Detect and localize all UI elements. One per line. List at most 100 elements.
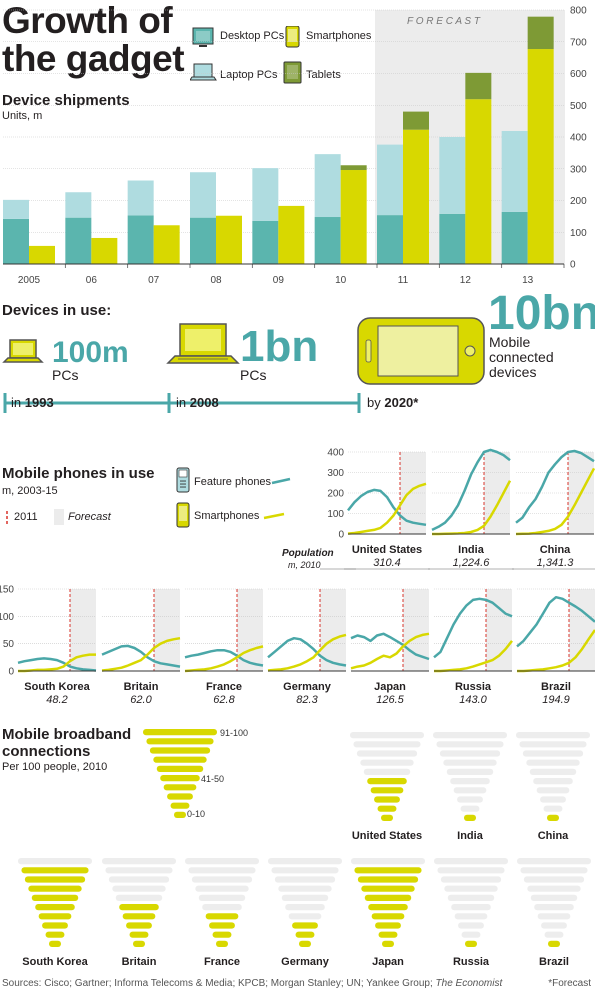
- page-title: Growth of the gadget: [2, 2, 185, 78]
- year-2020: 2020*: [384, 395, 419, 410]
- population-value: 126.5: [376, 694, 404, 706]
- broadband-band: [216, 940, 228, 947]
- broadband-band: [453, 787, 487, 794]
- broadband-band: [174, 811, 186, 818]
- shipments-chart: F O R E C A S T 0 100 200 300 400 500 600 700 800…: [3, 6, 587, 286]
- country-label: Japan: [372, 956, 404, 968]
- broadband-band: [191, 876, 253, 883]
- smart-line: [350, 632, 430, 670]
- broadband-band: [129, 931, 149, 938]
- broadband-germany: Germany: [268, 858, 342, 968]
- broadband-band: [202, 904, 242, 911]
- broadband-band: [299, 940, 311, 947]
- mobile-phones-legend: [6, 467, 291, 528]
- broadband-band: [370, 787, 404, 794]
- broadband-band: [160, 775, 200, 782]
- broadband-band: [454, 913, 488, 920]
- country-label: France: [204, 956, 240, 968]
- forecast-note: *Forecast: [548, 978, 591, 989]
- y-tick-label: 300: [570, 164, 587, 175]
- broadband-title-line-1: Mobile broadband: [2, 726, 132, 743]
- bar-desktop: [377, 215, 403, 264]
- bar-desktop: [3, 218, 29, 264]
- country-label: South Korea: [24, 681, 90, 693]
- laptop-large-icon: [166, 323, 240, 364]
- broadband-band: [126, 922, 152, 929]
- broadband-band: [433, 732, 507, 739]
- broadband-band: [45, 931, 65, 938]
- smart-line: [347, 482, 427, 535]
- broadband-band: [548, 940, 560, 947]
- bar-desktop: [65, 217, 92, 264]
- mobile-2020-number: 10bn: [488, 287, 595, 340]
- sources-text: Sources: Cisco; Gartner; Informa Telecom…: [2, 978, 433, 989]
- broadband-band: [364, 894, 412, 901]
- broadband-band: [24, 876, 86, 883]
- broadband-band: [381, 814, 393, 821]
- forecast-label: F O R E C A S T: [407, 16, 481, 27]
- broadband-band: [167, 793, 193, 800]
- broadband-band: [360, 759, 414, 766]
- legend-laptop-label: Laptop PCs: [220, 69, 278, 81]
- population-value: 310.4: [373, 557, 401, 569]
- country-label: United States: [352, 830, 422, 842]
- broadband-band: [458, 922, 484, 929]
- broadband-band: [465, 940, 477, 947]
- smartphones-label: Smartphones: [194, 510, 260, 522]
- year-2008: 2008: [189, 395, 219, 410]
- broadband-band: [523, 876, 585, 883]
- feature-phones-label: Feature phones: [194, 476, 272, 488]
- country-label: Britain: [122, 956, 157, 968]
- smart-line: [184, 645, 264, 673]
- broadband-band: [382, 940, 394, 947]
- bar-laptop: [127, 180, 154, 216]
- broadband-band: [268, 858, 342, 865]
- smart-line: [267, 633, 347, 672]
- y-tick-label: 300: [327, 468, 344, 479]
- x-tick-label: 13: [522, 275, 534, 286]
- broadband-band: [527, 885, 581, 892]
- pcs-2008-number: 1bn: [240, 322, 319, 371]
- broadband-band: [274, 876, 336, 883]
- pcs-2008-unit: PCs: [240, 367, 267, 383]
- broadband-china: China: [516, 732, 590, 842]
- broadband-band: [119, 904, 159, 911]
- smart-swatch: [263, 512, 285, 520]
- broadband-band: [354, 867, 422, 874]
- bar-laptop: [439, 137, 466, 214]
- broadband-band: [205, 913, 239, 920]
- country-label: South Korea: [22, 956, 88, 968]
- broadband-south-korea: South Korea: [18, 858, 92, 968]
- country-label: India: [458, 544, 485, 556]
- bar-desktop: [439, 213, 466, 264]
- bar-tablet: [340, 165, 367, 171]
- broadband-band: [143, 729, 217, 736]
- phone-large-icon: [357, 317, 485, 385]
- broadband-band: [451, 904, 491, 911]
- bar-smartphone: [340, 170, 367, 264]
- y-tick-label: 150: [0, 585, 14, 596]
- broadband-band: [42, 922, 68, 929]
- feature-line: [17, 657, 97, 672]
- country-label: Japan: [374, 681, 406, 693]
- bar-desktop: [190, 217, 216, 264]
- country-label: China: [540, 544, 571, 556]
- in-label-2: in: [176, 395, 187, 410]
- broadband-band: [447, 894, 495, 901]
- broadband-sub: Per 100 people, 2010: [2, 761, 108, 773]
- broadband-band: [212, 931, 232, 938]
- x-tick-label: 06: [86, 275, 98, 286]
- y-tick-label: 800: [570, 6, 587, 17]
- broadband-band: [281, 894, 329, 901]
- broadband-band: [460, 805, 480, 812]
- broadband-band: [102, 858, 176, 865]
- broadband-band: [122, 913, 156, 920]
- y-tick-label: 50: [3, 639, 15, 650]
- feature-line: [347, 488, 427, 527]
